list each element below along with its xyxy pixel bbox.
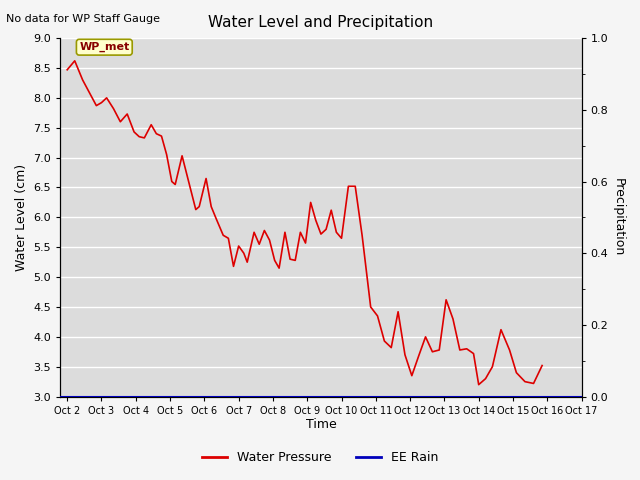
Legend: Water Pressure, EE Rain: Water Pressure, EE Rain bbox=[196, 446, 444, 469]
Text: WP_met: WP_met bbox=[79, 42, 129, 52]
X-axis label: Time: Time bbox=[305, 419, 336, 432]
Title: Water Level and Precipitation: Water Level and Precipitation bbox=[209, 15, 433, 30]
Y-axis label: Water Level (cm): Water Level (cm) bbox=[15, 164, 28, 271]
Text: No data for WP Staff Gauge: No data for WP Staff Gauge bbox=[6, 14, 161, 24]
Y-axis label: Precipitation: Precipitation bbox=[612, 178, 625, 256]
